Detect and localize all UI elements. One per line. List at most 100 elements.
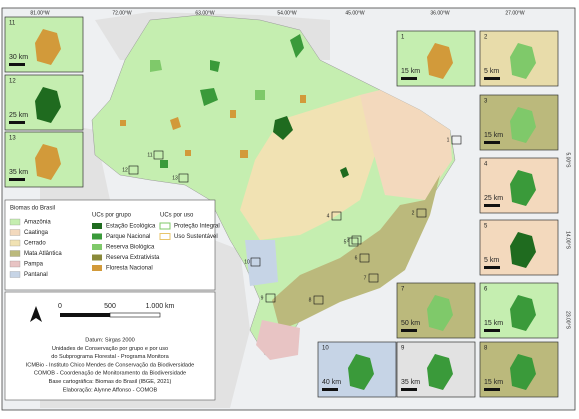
inset-scale: 15 km — [484, 132, 503, 139]
site-label: 13 — [172, 175, 178, 181]
inset-scale-bar — [401, 388, 417, 391]
scale-bar — [60, 313, 110, 317]
north-arrow — [30, 306, 42, 322]
inset-feature — [510, 43, 536, 79]
scale-credits — [4, 291, 216, 401]
legend-label: Caatinga — [24, 230, 49, 236]
scale-label: 1.000 km — [146, 303, 175, 310]
inset-scale: 5 km — [484, 257, 499, 264]
inset-scale: 25 km — [9, 112, 28, 119]
inset-number: 9 — [401, 346, 405, 352]
legend-swatch — [9, 271, 21, 278]
legend-title: Biomas do Brasil — [10, 206, 55, 212]
inset-scale-bar — [484, 77, 500, 80]
legend-label: Amazônia — [24, 220, 51, 226]
scale-label: 500 — [104, 303, 116, 310]
coord-label: 36.00°W — [430, 10, 450, 16]
coord-label: 5.00°S — [565, 152, 571, 168]
legend-label: Estação Ecológica — [106, 224, 156, 230]
legend-box — [4, 199, 216, 291]
inset-scale-bar — [484, 266, 500, 269]
credit-line: COMOB - Coordenação de Monitoramento da … — [34, 371, 186, 377]
coord-label: 14.00°S — [565, 231, 571, 250]
site-box — [313, 295, 324, 305]
inset-number: 4 — [484, 162, 488, 168]
legend-swatch — [9, 239, 21, 247]
legend-title: UCs por grupo — [92, 213, 132, 219]
brazil — [91, 14, 456, 360]
site-label: 11 — [147, 152, 152, 158]
site-label: 8 — [309, 297, 312, 303]
site-label: 12 — [122, 167, 128, 173]
inset-scale: 30 km — [9, 54, 28, 61]
legend-swatch — [9, 250, 21, 257]
inset-scale: 50 km — [401, 320, 420, 327]
credit-line: Elaboração: Alynne Affonso - COMOB — [63, 387, 158, 393]
legend-swatch — [159, 222, 171, 230]
inset-feature — [510, 170, 536, 206]
inset-feature — [510, 354, 536, 390]
site-box — [128, 165, 139, 175]
site-box — [368, 273, 379, 283]
site-label: 1 — [447, 137, 450, 143]
site-box — [416, 208, 427, 218]
legend-swatch — [92, 223, 102, 229]
legend-label: Cerrado — [24, 241, 46, 247]
site-box — [331, 211, 342, 221]
site-box — [359, 253, 370, 263]
mata-atlantica — [272, 175, 440, 330]
legend-label: Mata Atlântica — [24, 251, 62, 257]
site-label: 2 — [412, 210, 415, 216]
inset-number: 6 — [484, 287, 488, 293]
legend-label: Reserva Biológica — [106, 245, 155, 251]
inset-feature — [427, 295, 453, 331]
legend-label: Reserva Extrativista — [106, 255, 160, 261]
inset-feature — [427, 43, 453, 79]
inset-scale-bar — [484, 329, 500, 332]
credit-line: Datum: Sirgas 2000 — [85, 337, 134, 343]
legend-label: Parque Nacional — [106, 234, 150, 240]
credit-line: ICMBio - Instituto Chico Mendes de Conse… — [26, 362, 195, 368]
inset-number: 2 — [484, 35, 488, 41]
inset-scale-bar — [322, 388, 338, 391]
site-box — [451, 135, 462, 145]
site-label: 4 — [327, 213, 330, 219]
inset-number: 7 — [401, 287, 405, 293]
inset-number: 1 — [401, 35, 405, 41]
legend-swatch — [92, 265, 102, 271]
inset-number: 3 — [484, 99, 488, 105]
coord-label: 72.00°W — [112, 10, 132, 16]
inset-number: 11 — [9, 21, 16, 27]
site-label: 3 — [347, 237, 350, 243]
site-box — [178, 173, 189, 183]
site-label: 5 — [344, 239, 347, 245]
site-box — [348, 237, 359, 247]
inset-scale-bar — [401, 329, 417, 332]
credits-box — [4, 291, 216, 401]
inset-scale: 25 km — [484, 195, 503, 202]
legend-swatch — [159, 233, 171, 240]
legend-swatch — [9, 218, 21, 226]
coord-label: 23.00°S — [565, 311, 571, 330]
pantanal — [245, 240, 278, 286]
inset-feature — [510, 295, 536, 331]
inset-number: 10 — [322, 346, 329, 352]
coord-label: 45.00°W — [345, 10, 365, 16]
site-label: 7 — [364, 275, 367, 281]
site-label: 9 — [261, 295, 264, 301]
legend: Biomas do Brasil UCs por grupo UCs por u… — [4, 199, 220, 291]
credit-line: do Subprograma Florestal - Programa Moni… — [51, 354, 169, 360]
site-box — [250, 257, 261, 267]
inset-number: 8 — [484, 346, 488, 352]
legend-swatch — [92, 233, 102, 240]
inset-number: 13 — [9, 136, 16, 142]
legend-swatch — [9, 229, 21, 236]
inset-feature — [427, 354, 453, 390]
site-box — [265, 293, 276, 303]
legend-label: Proteção Integral — [174, 224, 220, 230]
scale-bar — [109, 312, 161, 318]
legend-swatch — [9, 260, 21, 268]
inset-scale-bar — [484, 388, 500, 391]
inset-scale-bar — [484, 204, 500, 207]
